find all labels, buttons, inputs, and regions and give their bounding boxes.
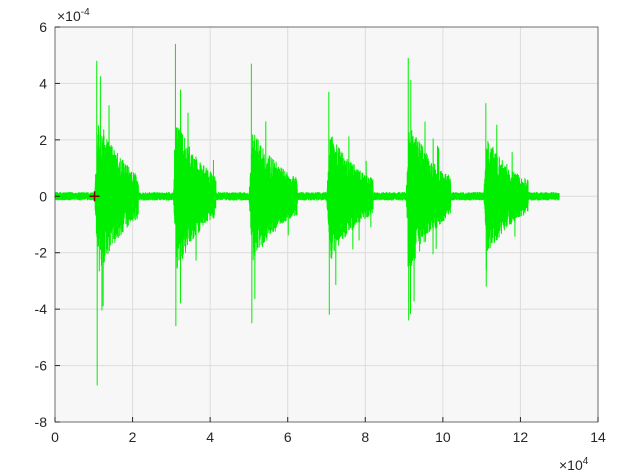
- y-exponent-base: ×10: [57, 8, 81, 24]
- plot-area: [55, 27, 598, 422]
- axes-box: [54, 26, 599, 423]
- y-tick-label: -2: [35, 245, 48, 261]
- y-tick-label: 2: [39, 132, 47, 148]
- axes: [54, 26, 599, 423]
- x-tick-label: 12: [513, 429, 529, 445]
- x-axis-exponent: ×104: [559, 456, 589, 473]
- x-tick-label: 14: [590, 429, 606, 445]
- x-tick-label: 8: [361, 429, 369, 445]
- y-tick-label: -8: [35, 414, 48, 430]
- y-axis-ticks: -8 -6 -4 -2 0 2 4 6: [35, 19, 60, 430]
- x-axis-ticks: 0 2 4 6 8 10 12 14: [51, 417, 606, 445]
- x-exponent-base: ×10: [559, 457, 583, 473]
- x-tick-label: 0: [51, 429, 59, 445]
- signal-line: [54, 76, 560, 315]
- y-tick-label: -4: [35, 301, 48, 317]
- signal-series: [54, 43, 560, 386]
- y-exponent-power: -4: [81, 7, 90, 18]
- y-axis-exponent: ×10-4: [57, 7, 90, 24]
- y-tick-label: 0: [39, 188, 47, 204]
- y-tick-label: -6: [35, 358, 48, 374]
- x-exponent-power: 4: [583, 456, 589, 467]
- x-tick-label: 2: [129, 429, 137, 445]
- x-tick-label: 4: [206, 429, 214, 445]
- x-tick-label: 6: [284, 429, 292, 445]
- x-tick-label: 10: [435, 429, 451, 445]
- y-tick-label: 6: [39, 19, 47, 35]
- y-tick-label: 4: [39, 75, 47, 91]
- data-cursor-marker: [89, 191, 100, 202]
